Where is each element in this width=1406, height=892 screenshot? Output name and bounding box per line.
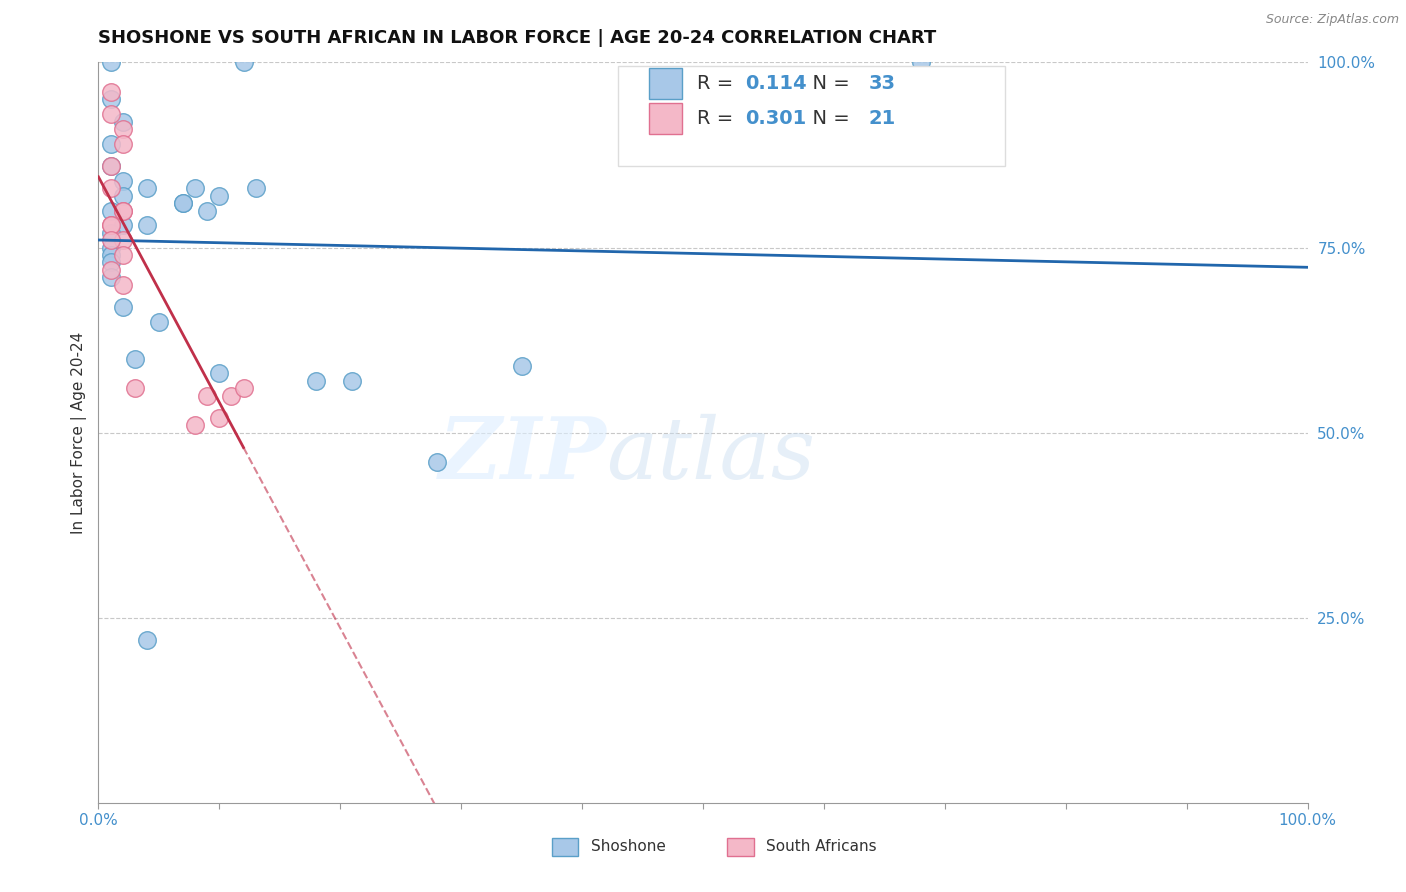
Point bbox=[124, 381, 146, 395]
Point bbox=[100, 233, 122, 247]
Point bbox=[111, 203, 134, 218]
Bar bbox=[648, 69, 682, 99]
Point bbox=[111, 188, 134, 202]
Point bbox=[195, 388, 218, 402]
Point bbox=[195, 203, 218, 218]
Point bbox=[100, 255, 122, 269]
Point bbox=[245, 181, 267, 195]
Bar bbox=[648, 103, 682, 135]
Text: Source: ZipAtlas.com: Source: ZipAtlas.com bbox=[1265, 13, 1399, 27]
Point bbox=[100, 219, 122, 233]
Point bbox=[208, 367, 231, 381]
Point bbox=[172, 196, 194, 211]
Point bbox=[232, 381, 254, 395]
Point bbox=[111, 248, 134, 262]
Point bbox=[111, 219, 134, 233]
Point bbox=[100, 85, 122, 99]
Point bbox=[100, 181, 122, 195]
Point bbox=[184, 181, 207, 195]
Point bbox=[135, 181, 157, 195]
Y-axis label: In Labor Force | Age 20-24: In Labor Force | Age 20-24 bbox=[72, 332, 87, 533]
Point bbox=[111, 136, 134, 151]
Bar bbox=[727, 838, 754, 856]
Point bbox=[124, 351, 146, 366]
Point bbox=[100, 136, 122, 151]
Point bbox=[221, 388, 243, 402]
Point bbox=[148, 314, 170, 328]
Bar bbox=[551, 838, 578, 856]
Point bbox=[111, 114, 134, 128]
Point bbox=[910, 55, 932, 70]
Point bbox=[100, 107, 122, 121]
Point bbox=[208, 188, 231, 202]
Text: N =: N = bbox=[800, 109, 856, 128]
Text: South Africans: South Africans bbox=[766, 839, 876, 855]
Text: atlas: atlas bbox=[606, 414, 815, 496]
Text: 0.301: 0.301 bbox=[745, 109, 807, 128]
Point bbox=[100, 219, 122, 233]
Point bbox=[208, 410, 231, 425]
Text: SHOSHONE VS SOUTH AFRICAN IN LABOR FORCE | AGE 20-24 CORRELATION CHART: SHOSHONE VS SOUTH AFRICAN IN LABOR FORCE… bbox=[98, 29, 936, 47]
Point bbox=[135, 219, 157, 233]
Point bbox=[100, 270, 122, 285]
Point bbox=[111, 277, 134, 292]
Point bbox=[305, 374, 328, 388]
Text: Shoshone: Shoshone bbox=[591, 839, 665, 855]
Text: R =: R = bbox=[697, 74, 740, 94]
Point bbox=[111, 300, 134, 314]
Point bbox=[111, 233, 134, 247]
Text: 0.114: 0.114 bbox=[745, 74, 807, 94]
Point bbox=[111, 203, 134, 218]
Point bbox=[100, 92, 122, 106]
Text: N =: N = bbox=[800, 74, 856, 94]
Point bbox=[111, 122, 134, 136]
Text: R =: R = bbox=[697, 109, 740, 128]
Point bbox=[426, 455, 449, 469]
Point bbox=[100, 55, 122, 70]
Point bbox=[100, 240, 122, 255]
Text: ZIP: ZIP bbox=[439, 413, 606, 497]
Point bbox=[232, 55, 254, 70]
Point bbox=[342, 374, 364, 388]
Point bbox=[100, 203, 122, 218]
Point bbox=[184, 418, 207, 433]
Point bbox=[510, 359, 533, 373]
Point bbox=[172, 196, 194, 211]
Text: 33: 33 bbox=[869, 74, 896, 94]
Point bbox=[100, 159, 122, 173]
FancyBboxPatch shape bbox=[619, 66, 1005, 166]
Point bbox=[135, 632, 157, 647]
Point bbox=[100, 159, 122, 173]
Text: 21: 21 bbox=[869, 109, 896, 128]
Point bbox=[100, 262, 122, 277]
Point bbox=[100, 248, 122, 262]
Point bbox=[111, 174, 134, 188]
Point bbox=[100, 226, 122, 240]
